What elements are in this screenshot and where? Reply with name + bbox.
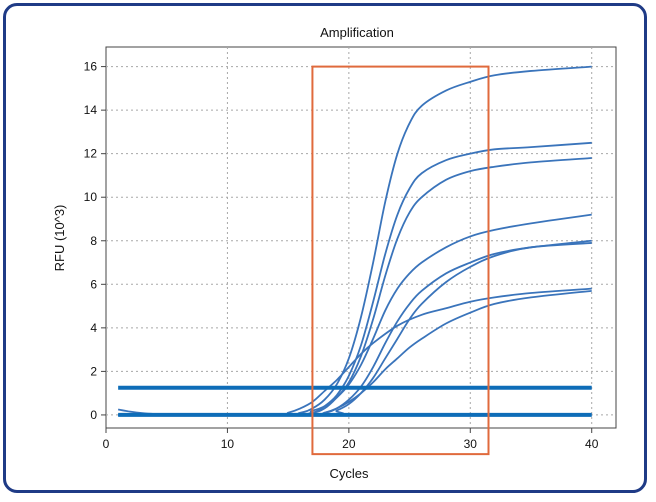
y-tick-label: 6 bbox=[90, 277, 97, 291]
plot-area bbox=[105, 46, 617, 429]
amplification-curve bbox=[118, 213, 592, 417]
x-tick-label: 10 bbox=[221, 437, 235, 451]
y-tick-label: 2 bbox=[90, 364, 97, 378]
series-lines bbox=[117, 65, 592, 417]
threshold-lines bbox=[118, 385, 592, 417]
y-tick-label: 4 bbox=[90, 321, 97, 335]
highlight-box bbox=[311, 65, 490, 456]
amplification-curve bbox=[118, 287, 592, 416]
x-tick-label: 30 bbox=[464, 437, 478, 451]
grid bbox=[106, 47, 616, 428]
y-tick-label: 8 bbox=[90, 234, 97, 248]
x-tick-label: 20 bbox=[342, 437, 356, 451]
x-tick-label: 0 bbox=[103, 437, 110, 451]
y-tick-label: 14 bbox=[84, 103, 98, 117]
amplification-curve bbox=[118, 157, 592, 416]
amplification-curve bbox=[118, 242, 592, 417]
x-axis-title: Cycles bbox=[329, 466, 369, 481]
chart-title: Amplification bbox=[320, 25, 394, 40]
y-tick-label: 10 bbox=[84, 190, 98, 204]
y-tick-label: 16 bbox=[84, 60, 98, 74]
amplification-curve bbox=[118, 65, 592, 416]
highlight-box-layer bbox=[311, 65, 490, 456]
y-axis-title: RFU (10^3) bbox=[52, 205, 67, 272]
x-axis-ticks: 0 10 20 30 40 bbox=[103, 428, 599, 451]
x-tick-label: 40 bbox=[585, 437, 599, 451]
y-tick-label: 12 bbox=[84, 147, 98, 161]
y-axis-ticks: 0 2 4 6 8 10 12 14 16 bbox=[84, 60, 106, 422]
y-tick-label: 0 bbox=[90, 408, 97, 422]
amplification-curve bbox=[118, 289, 592, 416]
